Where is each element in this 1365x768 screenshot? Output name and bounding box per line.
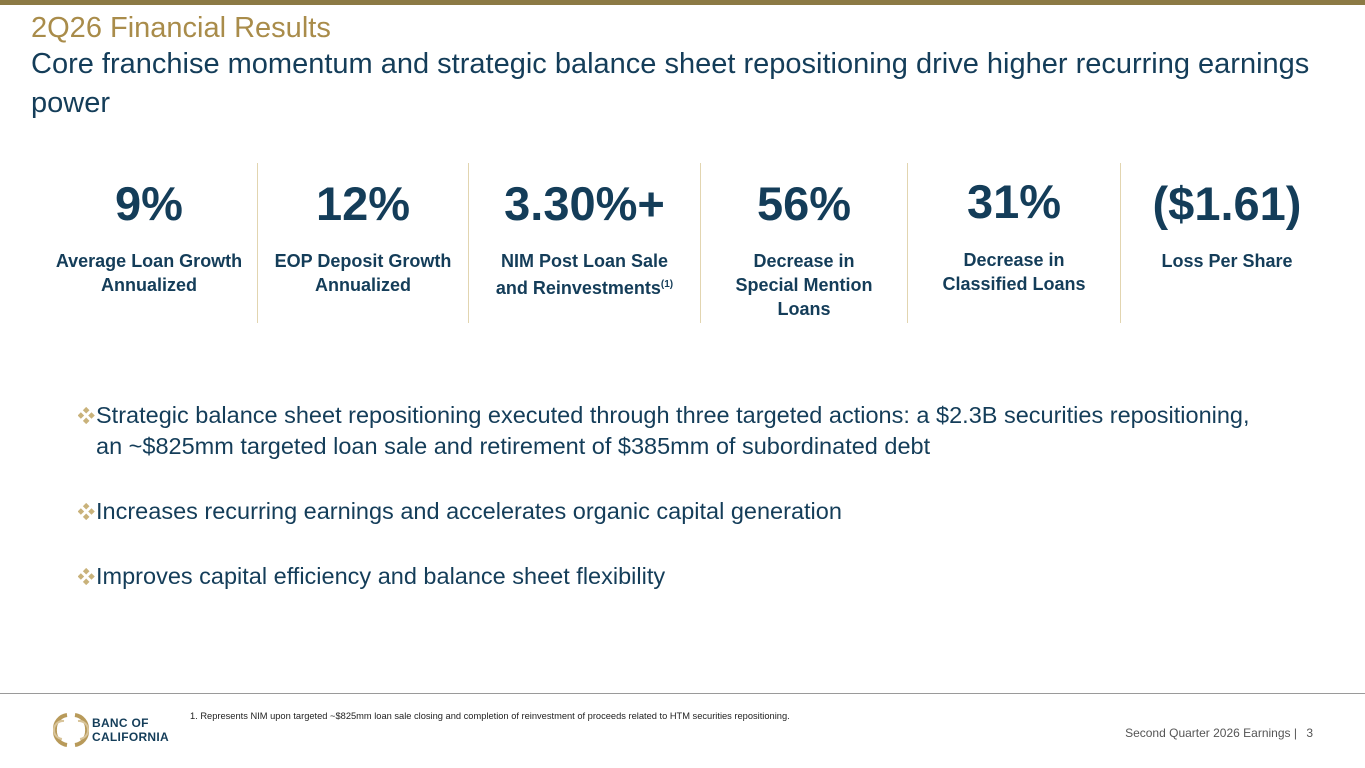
footnote-ref: (1)	[660, 279, 674, 290]
metric-value: 31%	[966, 175, 1062, 228]
metric-value: 12%	[315, 177, 411, 230]
slide-subtitle: Core franchise momentum and strategic ba…	[31, 48, 1310, 119]
top-accent-bar	[0, 0, 1365, 5]
banc-of-california-logo-icon	[52, 713, 90, 747]
footnote: 1. Represents NIM upon targeted ~$825mm …	[190, 711, 790, 721]
metrics-row: 9% Average Loan Growth Annualized 12% EO…	[40, 163, 1330, 323]
bullet-list: Strategic balance sheet repositioning ex…	[78, 400, 1278, 592]
metric-divider	[257, 163, 258, 323]
metric-loss-per-share: ($1.61) Loss Per Share	[1121, 163, 1333, 323]
diamond-bullet-icon	[78, 503, 95, 520]
slide-title: 2Q26 Financial Results	[31, 12, 331, 44]
metric-label: NIM Post Loan Sale and Reinvestments(1)	[469, 249, 700, 300]
metric-divider	[468, 163, 469, 323]
bullet-item: Improves capital efficiency and balance …	[78, 561, 1278, 592]
metric-value: 56%	[756, 177, 852, 230]
logo-line-1: BANC OF	[92, 716, 149, 730]
metric-label: Decrease in Classified Loans	[942, 250, 1086, 294]
metric-divider	[700, 163, 701, 323]
metric-deposit-growth: 12% EOP Deposit Growth Annualized	[258, 163, 468, 323]
metric-divider	[1120, 163, 1121, 323]
metric-label: Average Loan Growth Annualized	[55, 251, 243, 295]
metric-value: 3.30%+	[504, 177, 665, 230]
diamond-bullet-icon	[78, 407, 95, 424]
metric-loan-growth: 9% Average Loan Growth Annualized	[40, 163, 258, 323]
metric-special-mention: 56% Decrease in Special Mention Loans	[701, 163, 907, 323]
bullet-text: Increases recurring earnings and acceler…	[96, 498, 842, 524]
metric-label: Loss Per Share	[1161, 251, 1293, 271]
metric-label: EOP Deposit Growth Annualized	[274, 251, 452, 295]
logo-line-2: CALIFORNIA	[92, 730, 169, 744]
metric-value: 9%	[115, 177, 183, 230]
bullet-item: Increases recurring earnings and acceler…	[78, 496, 1278, 527]
metric-divider	[907, 163, 908, 323]
page-number: 3	[1306, 726, 1313, 740]
bullet-text: Strategic balance sheet repositioning ex…	[96, 402, 1250, 459]
diamond-bullet-icon	[78, 568, 95, 585]
bullet-text: Improves capital efficiency and balance …	[96, 563, 666, 589]
footer-label: Second Quarter 2026 Earnings |	[1125, 726, 1297, 740]
metric-classified: 31% Decrease in Classified Loans	[908, 163, 1120, 323]
page-footer: Second Quarter 2026 Earnings | 3	[1125, 726, 1313, 740]
metric-nim: 3.30%+ NIM Post Loan Sale and Reinvestme…	[469, 163, 700, 323]
footer-divider	[0, 693, 1365, 694]
metric-label: Decrease in Special Mention Loans	[735, 251, 873, 319]
metric-label-text: NIM Post Loan Sale and Reinvestments	[495, 251, 669, 298]
logo-wordmark: BANC OF CALIFORNIA	[92, 716, 169, 744]
bullet-item: Strategic balance sheet repositioning ex…	[78, 400, 1278, 462]
metric-value: ($1.61)	[1152, 177, 1302, 230]
